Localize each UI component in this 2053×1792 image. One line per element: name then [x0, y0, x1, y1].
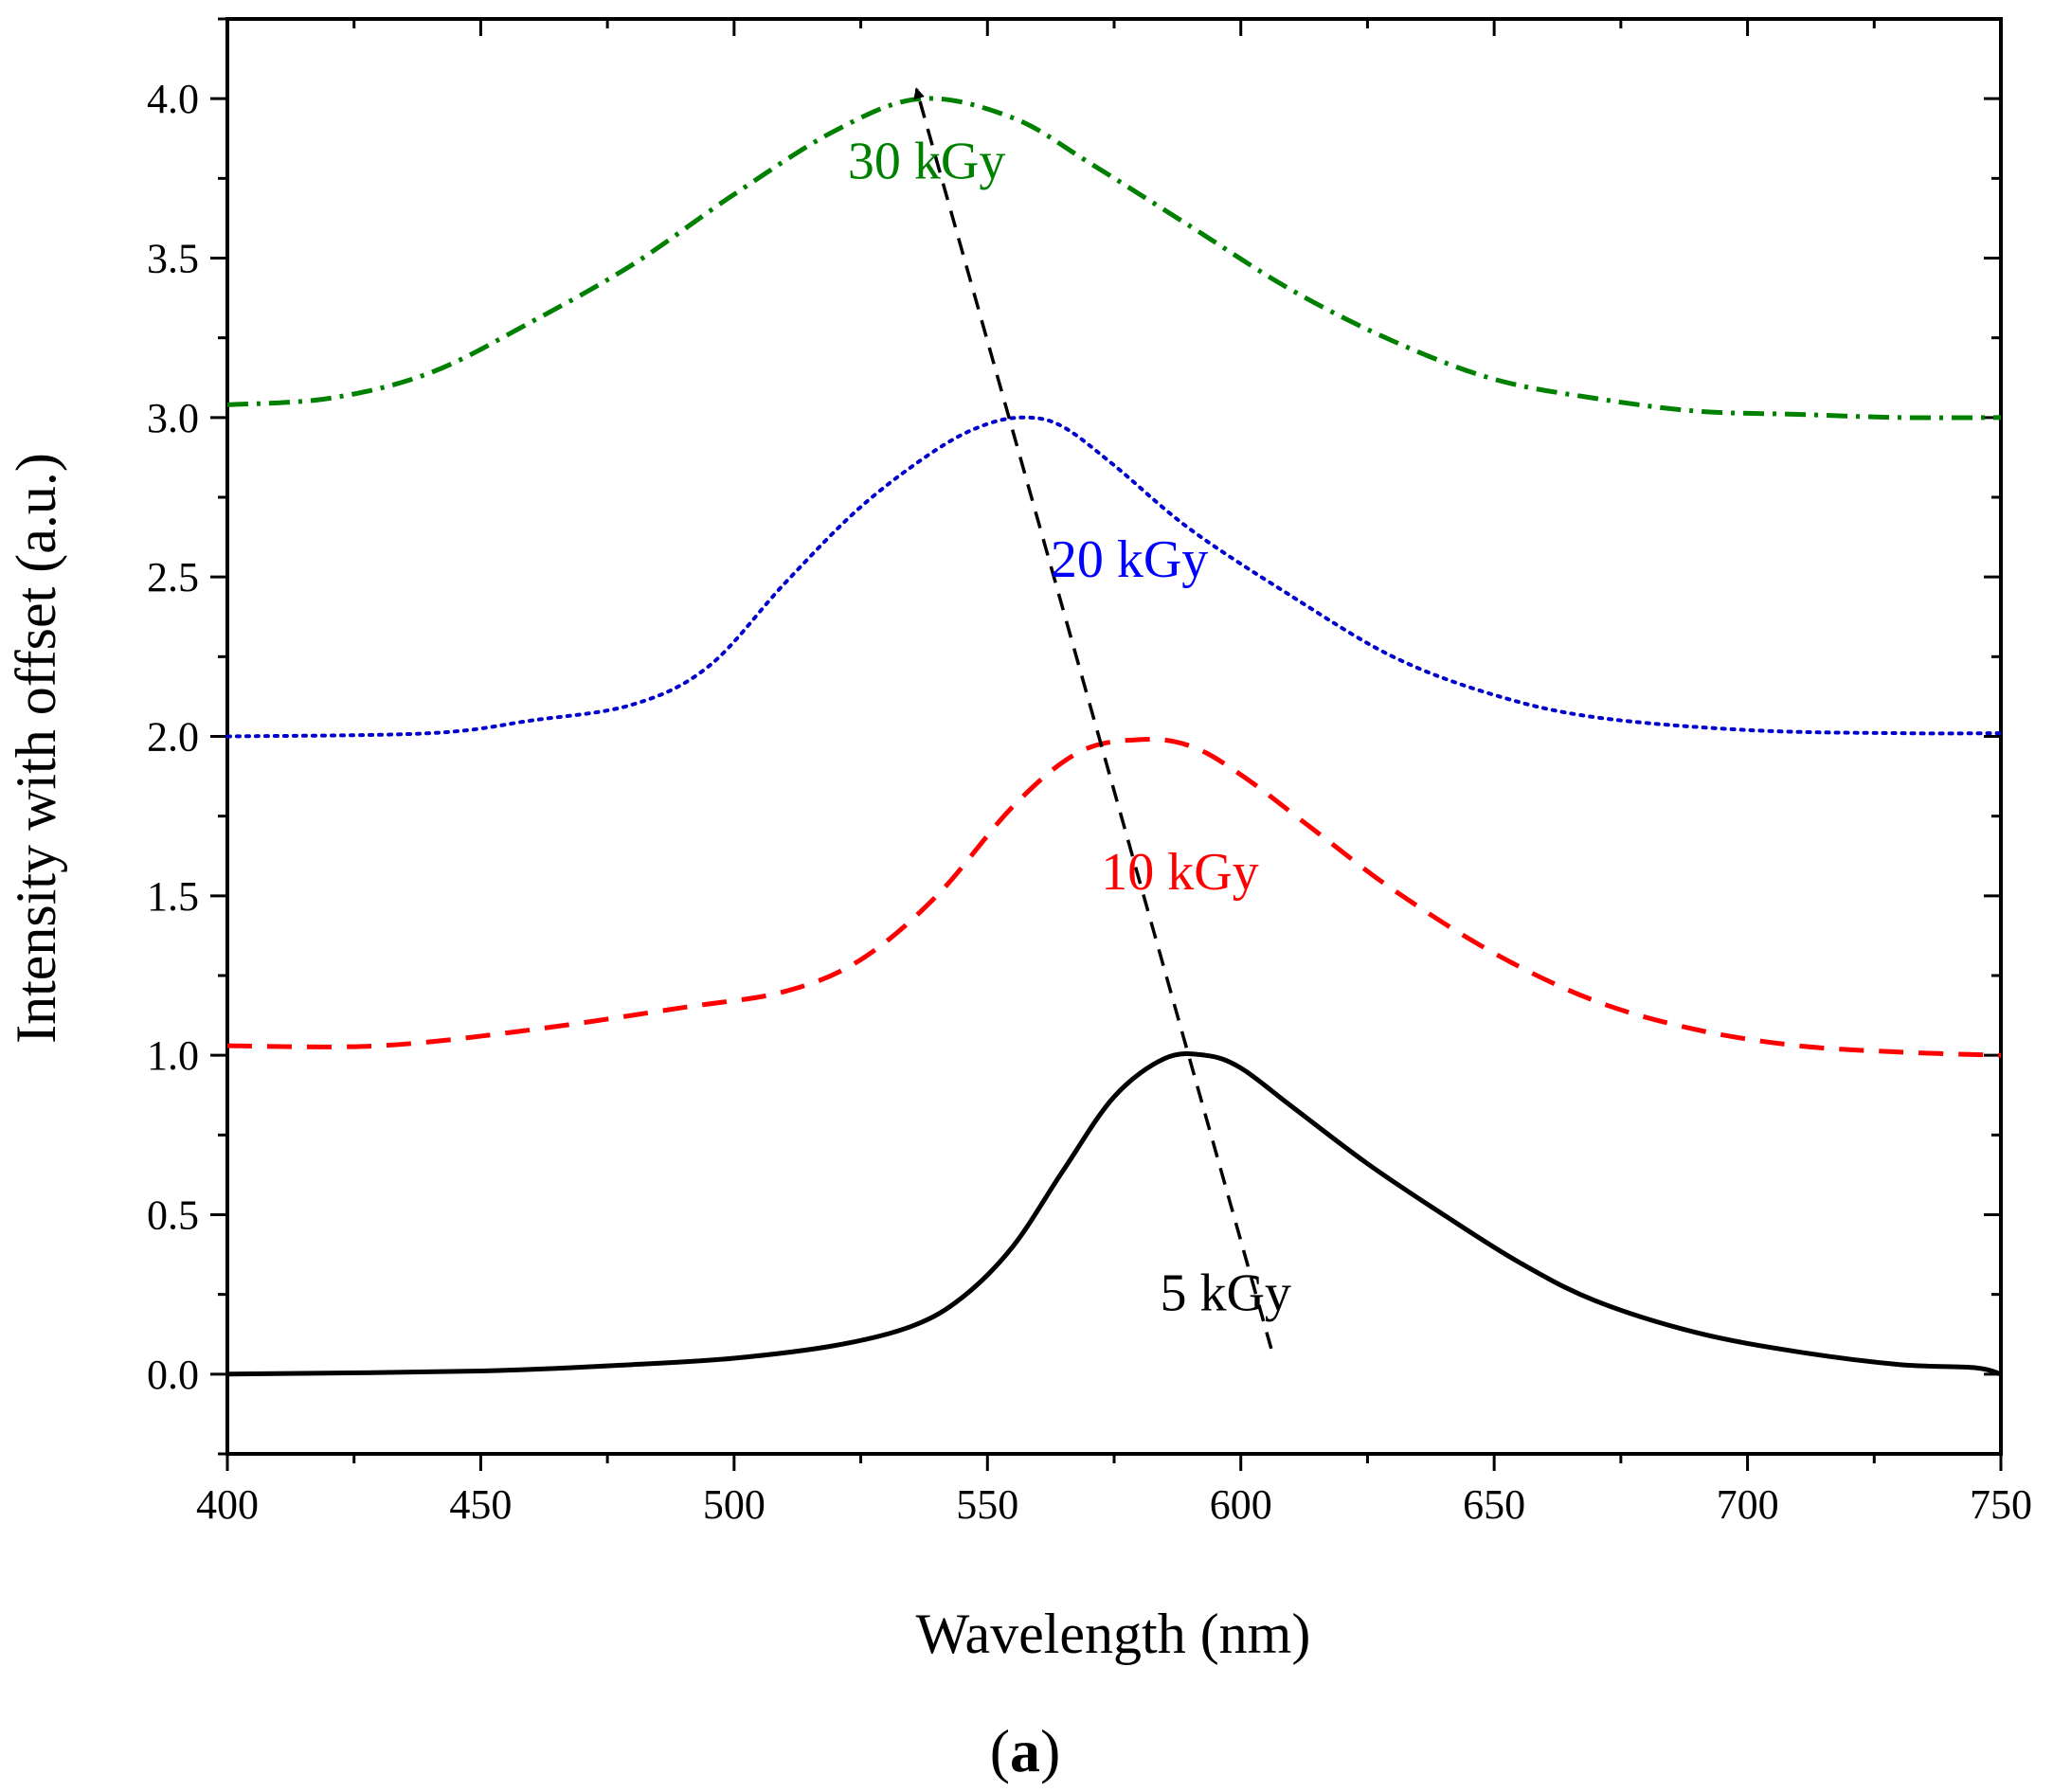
- series-layer: [225, 96, 2003, 1377]
- x-tick-label: 550: [956, 1481, 1018, 1528]
- y-tick-label: 0.0: [147, 1352, 199, 1398]
- x-tick-label: 400: [196, 1481, 259, 1528]
- series-annotation-30-kgy: 30 kGy: [848, 132, 1005, 190]
- arrow-layer: [913, 87, 1273, 1350]
- plot-area-border: [225, 17, 2003, 1456]
- x-axis-title: Wavelength (nm): [916, 1603, 1311, 1665]
- trend-arrow: [913, 87, 1273, 1350]
- y-tick-label: 4.0: [147, 76, 199, 122]
- panel-label-letter: a: [1010, 1717, 1040, 1784]
- x-tick-label: 750: [1970, 1481, 2032, 1528]
- y-tick-label: 0.5: [147, 1192, 199, 1239]
- series-annotation-10-kgy: 10 kGy: [1101, 843, 1258, 902]
- y-axis-ticks: 0.0 0.5 1.0 1.5 2.0 2.5 3.0 3.5 4.0: [147, 17, 2001, 1456]
- panel-label: (a): [990, 1717, 1061, 1784]
- y-tick-label: 2.0: [147, 714, 199, 761]
- panel-label-close: ): [1040, 1717, 1060, 1784]
- series-line-5-kgy: [226, 1050, 2002, 1377]
- series-annotation-5-kgy: 5 kGy: [1160, 1264, 1290, 1323]
- series-line-20-kgy: [225, 415, 2003, 739]
- panel-label-open: (: [990, 1717, 1010, 1784]
- x-tick-label: 500: [703, 1481, 765, 1528]
- y-tick-label: 1.0: [147, 1032, 199, 1079]
- y-tick-label: 1.5: [147, 873, 199, 920]
- series-line-30-kgy: [226, 96, 2002, 421]
- x-tick-label: 700: [1717, 1481, 1779, 1528]
- annotation-layer: 30 kGy 20 kGy 10 kGy 5 kGy: [848, 132, 1291, 1322]
- plot-frame: [225, 17, 2003, 1456]
- x-axis-ticks: 400 450 500 550 600 650 700 750: [196, 19, 2032, 1528]
- x-tick-label: 650: [1463, 1481, 1525, 1528]
- series-line-10-kgy: [226, 737, 2002, 1058]
- series-annotation-20-kgy: 20 kGy: [1051, 530, 1208, 589]
- y-tick-label: 2.5: [147, 554, 199, 600]
- y-tick-label: 3.0: [147, 395, 199, 441]
- y-axis-title: Intensity with offset (a.u.): [5, 453, 67, 1044]
- x-tick-label: 600: [1210, 1481, 1272, 1528]
- y-tick-label: 3.5: [147, 236, 199, 282]
- x-tick-label: 450: [449, 1481, 512, 1528]
